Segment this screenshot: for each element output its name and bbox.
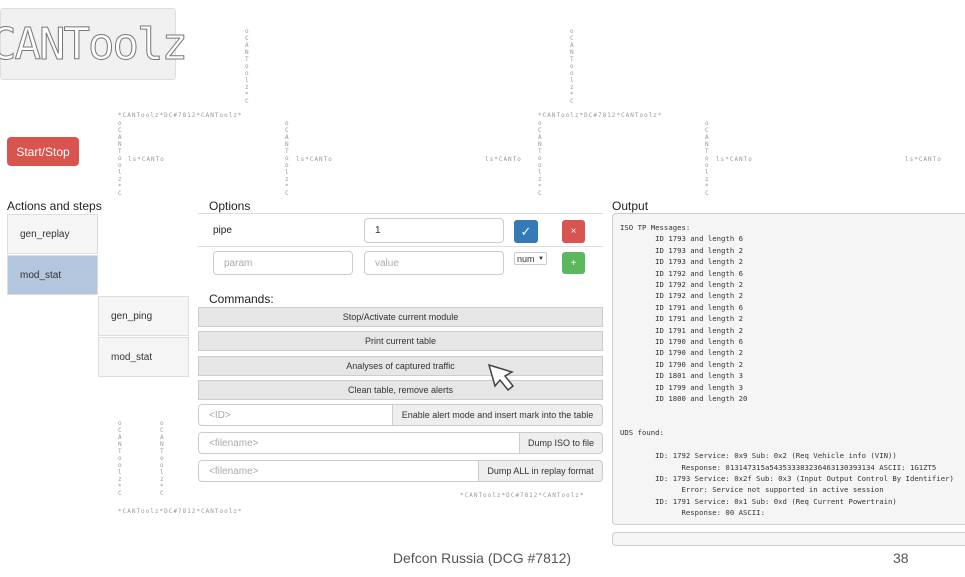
bg-pattern: oCANToolz*C: [705, 120, 709, 197]
bg-pattern: ls*CANTo: [716, 156, 753, 163]
id-input[interactable]: <ID>: [198, 404, 393, 426]
save-option-button[interactable]: ✓: [514, 220, 538, 243]
close-icon: ×: [570, 226, 577, 237]
dump-iso-button[interactable]: Dump ISO to file: [519, 432, 603, 454]
dropdown-arrow-icon: ▼: [538, 255, 544, 262]
slide-number: 38: [893, 550, 909, 566]
bg-pattern: *CANToolz*DC#7812*CANToolz*: [460, 492, 585, 499]
bg-pattern: oCANToolz*C: [570, 28, 574, 105]
enable-alert-button[interactable]: Enable alert mode and insert mark into t…: [392, 404, 603, 426]
logo-text: CANToolz: [0, 18, 188, 70]
output-title: Output: [612, 199, 649, 213]
value-input[interactable]: value: [364, 251, 504, 275]
bg-pattern: oCANToolz*C: [118, 420, 122, 497]
slide-caption: Defcon Russia (DCG #7812): [392, 550, 572, 566]
bg-pattern: *CANToolz*DC#7812*CANToolz*: [538, 112, 663, 119]
dump-all-button[interactable]: Dump ALL in replay format: [478, 460, 603, 482]
stop-activate-module-button[interactable]: Stop/Activate current module: [198, 307, 603, 327]
analyse-traffic-button[interactable]: Analyses of captured traffic: [198, 356, 603, 376]
add-option-button[interactable]: +: [562, 252, 585, 274]
step-item-mod-stat[interactable]: mod_stat: [98, 337, 189, 377]
bg-pattern: ls*CANTo: [905, 156, 942, 163]
bg-pattern: ls*CANTo: [128, 156, 165, 163]
action-item-mod-stat[interactable]: mod_stat: [7, 255, 98, 295]
bg-pattern: oCANToolz*C: [118, 120, 122, 197]
option-value-input[interactable]: 1: [364, 218, 504, 243]
actions-title: Actions and steps: [7, 199, 102, 213]
iso-filename-input[interactable]: <filename>: [198, 432, 520, 454]
remove-option-button[interactable]: ×: [562, 220, 585, 243]
commands-title: Commands:: [209, 292, 274, 306]
options-title: Options: [209, 199, 251, 213]
print-table-button[interactable]: Print current table: [198, 331, 603, 351]
param-input[interactable]: param: [213, 251, 353, 275]
check-icon: ✓: [520, 223, 532, 239]
divider: [198, 213, 603, 214]
start-stop-button[interactable]: Start/Stop: [7, 137, 79, 166]
bg-pattern: oCANToolz*C: [285, 120, 289, 197]
bg-pattern: *CANToolz*DC#7812*CANToolz*: [118, 112, 243, 119]
divider: [198, 246, 603, 247]
action-item-gen-replay[interactable]: gen_replay: [7, 214, 98, 254]
bg-pattern: oCANToolz*C: [538, 120, 542, 197]
bg-pattern: ls*CANTo: [485, 156, 522, 163]
step-item-gen-ping[interactable]: gen_ping: [98, 296, 189, 336]
replay-filename-input[interactable]: <filename>: [198, 460, 479, 482]
mouse-cursor-icon: [487, 363, 515, 392]
bg-pattern: ls*CANTo: [296, 156, 333, 163]
type-select[interactable]: num ▼: [514, 252, 547, 265]
cantoolz-logo[interactable]: CANToolz: [0, 8, 188, 80]
bg-pattern: oCANToolz*C: [160, 420, 164, 497]
clean-table-button[interactable]: Clean table, remove alerts: [198, 380, 603, 400]
plus-icon: +: [570, 257, 577, 269]
option-name: pipe: [213, 225, 232, 236]
bg-pattern: *CANToolz*DC#7812*CANToolz*: [118, 508, 243, 515]
secondary-output-box[interactable]: [612, 532, 965, 546]
output-console[interactable]: ISO TP Messages: ID 1793 and length 6 ID…: [612, 213, 965, 525]
type-select-value: num: [517, 253, 535, 264]
bg-pattern: oCANToolz*C: [245, 28, 249, 105]
